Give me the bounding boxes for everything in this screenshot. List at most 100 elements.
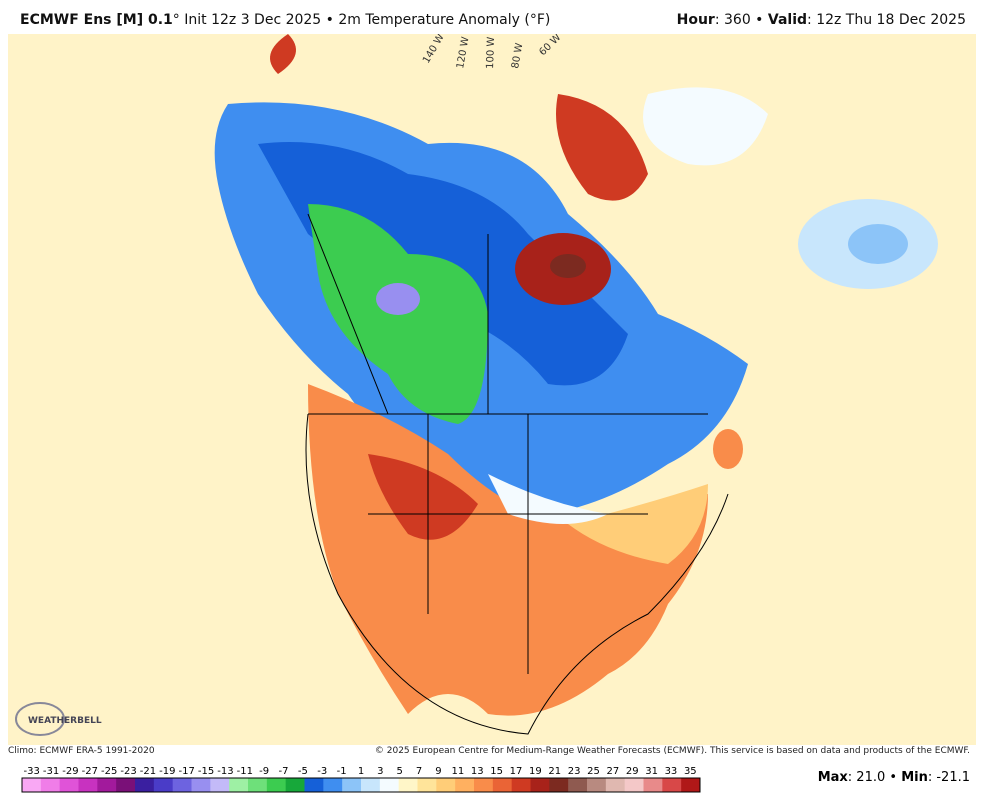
colorbar-label: -15 xyxy=(198,766,214,777)
colorbar-swatch xyxy=(662,778,682,792)
colorbar-label: 5 xyxy=(397,766,403,777)
colorbar-label: 17 xyxy=(510,766,523,777)
colorbar-swatch xyxy=(172,778,192,792)
colorbar-swatch xyxy=(191,778,211,792)
colorbar-label: 27 xyxy=(606,766,619,777)
colorbar-swatch xyxy=(266,778,287,792)
header-right: Hour: 360 • Valid: 12z Thu 18 Dec 2025 xyxy=(677,12,966,28)
header-left: ECMWF Ens [M] 0.1° Init 12z 3 Dec 2025 •… xyxy=(20,12,550,28)
colorbar-label: 3 xyxy=(377,766,383,777)
hour-value: : 360 • xyxy=(714,12,768,28)
min-key: Min xyxy=(901,770,928,785)
colorbar-label: -9 xyxy=(259,766,269,777)
colorbar-swatch xyxy=(210,778,230,792)
max-key: Max xyxy=(817,770,848,785)
colorbar-swatch xyxy=(398,778,418,792)
anomaly-region xyxy=(376,283,420,315)
colorbar-label: 23 xyxy=(568,766,581,777)
colorbar-label: 35 xyxy=(684,766,697,777)
colorbar-label: 21 xyxy=(548,766,561,777)
colorbar-swatch xyxy=(248,778,268,792)
colorbar-swatch xyxy=(135,778,155,792)
title-rest: ° Init 12z 3 Dec 2025 • 2m Temperature A… xyxy=(172,12,551,28)
colorbar-label: 19 xyxy=(529,766,542,777)
borders xyxy=(305,213,729,735)
colorbar-swatch xyxy=(285,778,305,792)
footer-copyright: © 2025 European Centre for Medium-Range … xyxy=(374,746,970,756)
map: 140 W 120 W 100 W 80 W 60 W WEATHERBELL xyxy=(8,34,976,745)
colorbar-swatch xyxy=(492,778,513,792)
anomaly-region xyxy=(556,94,648,201)
anomaly-region xyxy=(270,34,296,74)
colorbar-swatch xyxy=(568,778,588,792)
colorbar-swatch xyxy=(549,778,569,792)
colorbar-swatch xyxy=(455,778,475,792)
logo: WEATHERBELL xyxy=(28,716,102,726)
colorbar-swatch xyxy=(511,778,531,792)
colorbar-swatch xyxy=(229,778,249,792)
colorbar-label: 29 xyxy=(626,766,639,777)
stats: Max: 21.0 • Min: -21.1 xyxy=(818,770,970,785)
colorbar-swatch xyxy=(97,778,117,792)
colorbar-label: -29 xyxy=(62,766,78,777)
colorbar-swatch xyxy=(681,778,701,792)
colorbar-label: -7 xyxy=(279,766,289,777)
colorbar-swatch xyxy=(436,778,456,792)
colorbar-label: 33 xyxy=(665,766,678,777)
colorbar-label: -13 xyxy=(217,766,233,777)
colorbar-swatch xyxy=(342,778,362,792)
colorbar-label: -27 xyxy=(82,766,98,777)
colorbar-swatch xyxy=(78,778,98,792)
colorbar-label: -25 xyxy=(101,766,117,777)
colorbar-label: -19 xyxy=(159,766,175,777)
colorbar-swatch xyxy=(22,778,42,792)
min-value: : -21.1 xyxy=(927,770,970,785)
colorbar-label: 25 xyxy=(587,766,600,777)
colorbar-label: -5 xyxy=(298,766,308,777)
colorbar-label: -31 xyxy=(43,766,59,777)
anomaly-region xyxy=(550,254,586,278)
colorbar-label: 1 xyxy=(358,766,364,777)
logo-swirl xyxy=(15,702,65,736)
longitude-label: 80 W xyxy=(510,42,525,69)
colorbar-swatch xyxy=(379,778,400,792)
colorbar-label: 9 xyxy=(435,766,441,777)
colorbar-label: -3 xyxy=(317,766,327,777)
colorbar-label: 31 xyxy=(645,766,658,777)
title-bold: ECMWF Ens [M] 0.1 xyxy=(20,12,173,28)
colorbar-label: 7 xyxy=(416,766,422,777)
colorbar-swatch xyxy=(624,778,644,792)
footer-climo: Climo: ECMWF ERA-5 1991-2020 xyxy=(8,746,155,756)
anomaly-region xyxy=(713,429,743,469)
anomaly-region xyxy=(368,454,478,540)
colorbar-swatch xyxy=(605,778,626,792)
colorbar-frame xyxy=(21,777,701,793)
colorbar-label: -33 xyxy=(24,766,40,777)
colorbar-swatch xyxy=(116,778,136,792)
colorbar-label: -23 xyxy=(120,766,136,777)
colorbar-swatch xyxy=(474,778,494,792)
colorbar-label: 13 xyxy=(471,766,484,777)
max-value: : 21.0 • xyxy=(847,770,902,785)
colorbar-label: -17 xyxy=(178,766,194,777)
colorbar-swatch xyxy=(59,778,79,792)
anomaly-region xyxy=(643,87,768,166)
colorbar-label: -11 xyxy=(237,766,253,777)
colorbar-label: -1 xyxy=(337,766,347,777)
anomaly-region xyxy=(848,224,908,264)
colorbar: -33 -31 -29 -27 -25 -23 -21 -19 -17 -15 -13 -11 -9 -7… xyxy=(21,766,701,793)
hour-key: Hour xyxy=(676,12,715,28)
colorbar-swatch xyxy=(587,778,607,792)
colorbar-swatch xyxy=(361,778,381,792)
valid-key: Valid xyxy=(767,12,808,28)
colorbar-label: 11 xyxy=(451,766,464,777)
valid-value: : 12z Thu 18 Dec 2025 xyxy=(807,12,966,28)
longitude-label: 100 W xyxy=(485,36,497,69)
colorbar-swatch xyxy=(40,778,61,792)
colorbar-swatch xyxy=(323,778,343,792)
colorbar-swatch xyxy=(417,778,437,792)
colorbar-swatch xyxy=(643,778,663,792)
colorbar-swatch xyxy=(304,778,324,792)
anomaly-region xyxy=(488,474,608,524)
